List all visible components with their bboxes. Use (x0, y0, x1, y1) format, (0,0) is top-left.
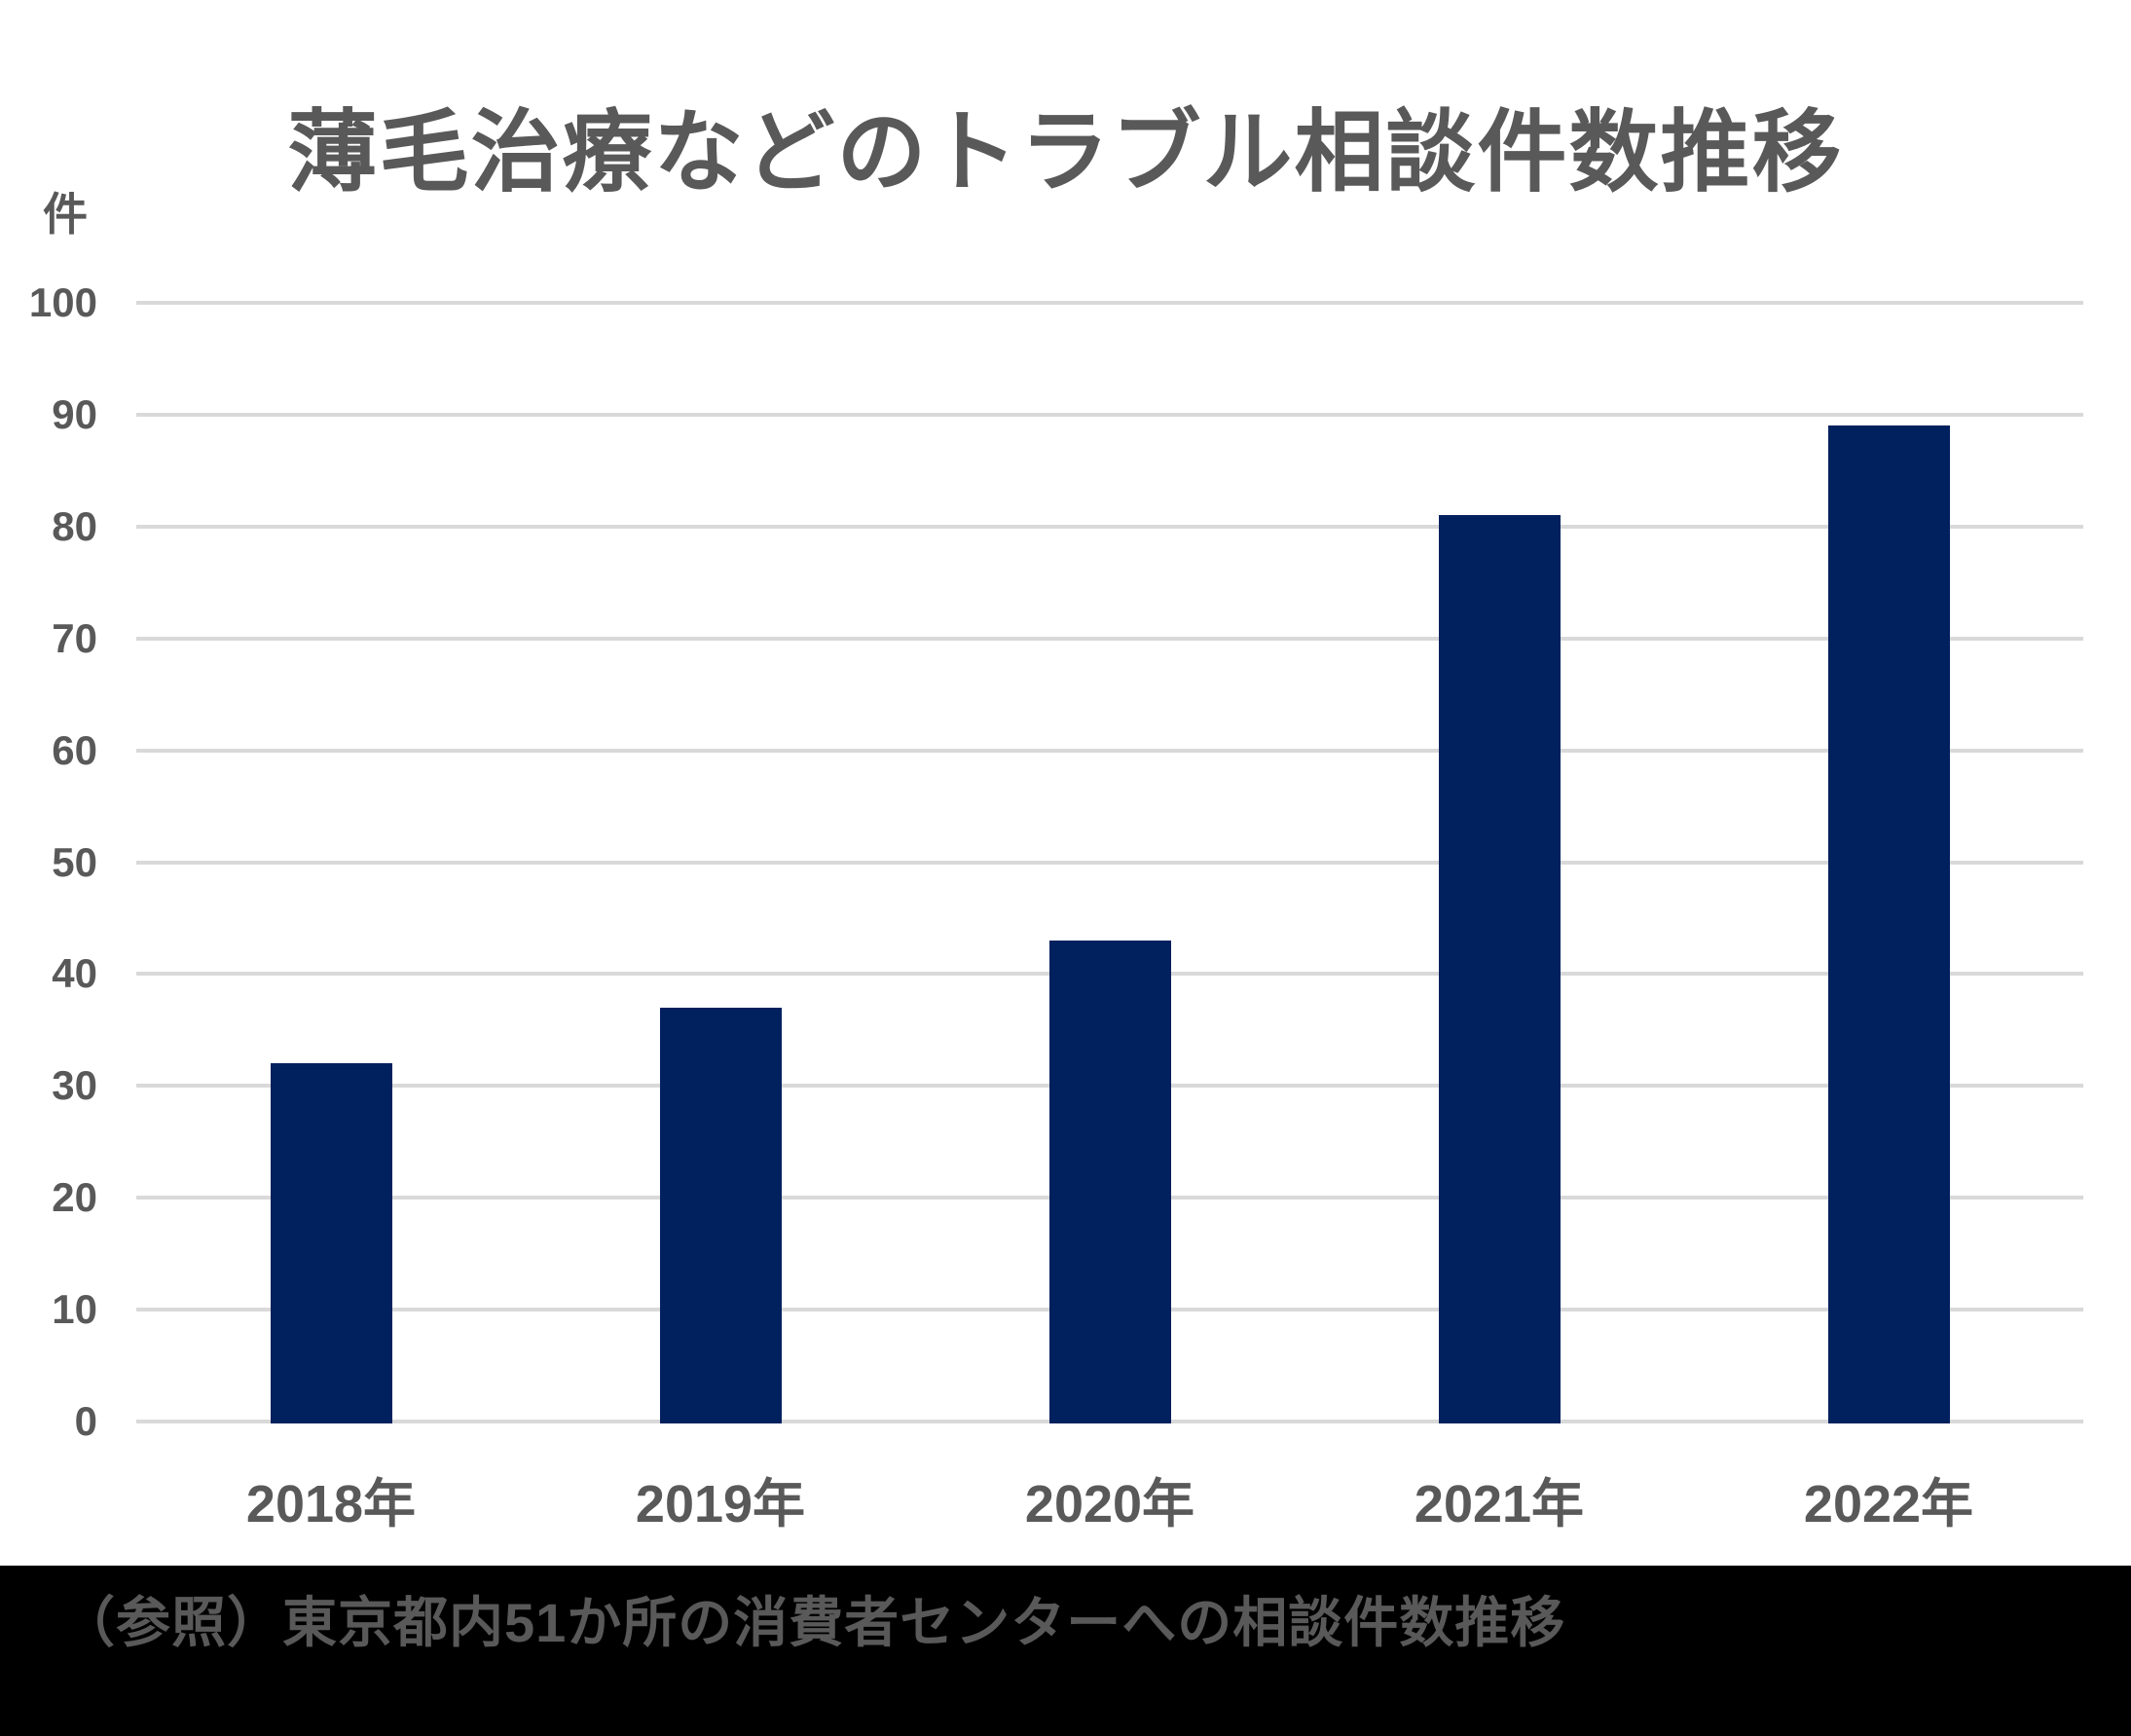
gridline-100 (136, 301, 2083, 305)
y-axis-unit-label: 件 (43, 189, 88, 240)
y-axis-tick-label: 40 (52, 950, 97, 997)
y-axis-tick-label: 100 (28, 279, 97, 325)
gridline-60 (136, 748, 2083, 753)
y-axis-tick-label: 50 (52, 838, 97, 885)
y-axis-tick-label: 0 (74, 1398, 97, 1444)
y-axis-tick-label: 10 (52, 1286, 97, 1333)
gridline-70 (136, 636, 2083, 641)
x-axis-label: 2022年 (1803, 1475, 1974, 1533)
gridline-50 (136, 860, 2083, 865)
bar-2019 (659, 1007, 782, 1423)
x-axis-label: 2018年 (245, 1475, 417, 1533)
source-footer-bar: （参照）東京都内51か所の消費者センターへの相談件数推移 (0, 1566, 2131, 1736)
gridline-90 (136, 412, 2083, 417)
bar-2021 (1438, 515, 1561, 1423)
x-axis-label: 2019年 (635, 1475, 806, 1533)
bar-2020 (1048, 940, 1171, 1423)
chart-title: 薄毛治療などのトラブル相談件数推移 (287, 103, 1844, 203)
x-axis-label: 2020年 (1024, 1475, 1195, 1533)
x-axis-label: 2021年 (1414, 1475, 1585, 1533)
source-note: （参照）東京都内51か所の消費者センターへの相談件数推移 (60, 1592, 1566, 1653)
y-axis-tick-label: 60 (52, 726, 97, 773)
bar-2022 (1827, 425, 1950, 1423)
bar-2018 (270, 1063, 392, 1423)
y-axis-tick-label: 70 (52, 614, 97, 661)
y-axis-tick-label: 20 (52, 1174, 97, 1221)
y-axis-tick-label: 80 (52, 502, 97, 549)
y-axis-tick-label: 90 (52, 390, 97, 437)
gridline-80 (136, 524, 2083, 529)
y-axis-tick-label: 30 (52, 1062, 97, 1109)
